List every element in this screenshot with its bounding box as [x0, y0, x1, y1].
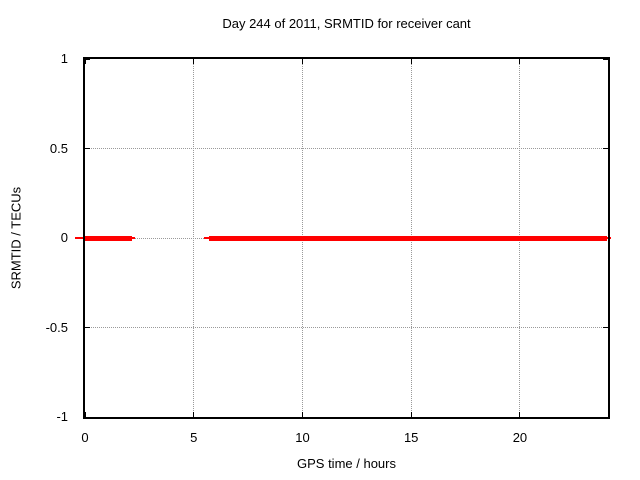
x-tick-mark [519, 412, 521, 417]
y-tick-label: 0 [60, 230, 68, 245]
horizontal-gridline [85, 148, 608, 149]
y-tick-mark-mirror [603, 327, 608, 328]
x-tick-mark [193, 412, 195, 417]
y-tick-label: -0.5 [45, 319, 68, 335]
x-tick-label: 10 [295, 430, 310, 445]
x-tick-label: 5 [190, 430, 198, 445]
x-tick-mark-mirror [193, 59, 195, 64]
series-segment-red [208, 235, 607, 241]
x-tick-label: 20 [512, 430, 528, 445]
series-segment-red [75, 237, 85, 239]
y-tick-mark-mirror [603, 58, 608, 60]
series-segment-red [85, 235, 132, 241]
x-tick-mark-mirror [519, 59, 521, 64]
series-segment-red [131, 237, 136, 239]
x-tick-mark-mirror [410, 59, 412, 64]
x-tick-label: 0 [81, 430, 89, 445]
y-tick-mark [85, 148, 90, 149]
y-tick-label: -1 [56, 409, 68, 424]
y-tick-mark [85, 58, 90, 60]
horizontal-gridline [85, 327, 608, 328]
x-tick-label: 15 [403, 430, 419, 445]
x-tick-mark-mirror [301, 59, 303, 64]
y-tick-label: 0.5 [49, 140, 68, 156]
y-tick-mark-mirror [603, 148, 608, 149]
x-tick-mark-mirror [84, 59, 86, 64]
y-tick-mark [85, 327, 90, 328]
plot-area-border [83, 57, 610, 419]
x-tick-mark [410, 412, 412, 417]
x-tick-mark [84, 412, 86, 417]
x-axis-title: GPS time / hours [297, 456, 396, 471]
chart-title: Day 244 of 2011, SRMTID for receiver can… [222, 16, 471, 31]
series-segment-red [203, 237, 209, 239]
x-tick-mark [301, 412, 303, 417]
y-tick-label: 1 [60, 51, 68, 66]
